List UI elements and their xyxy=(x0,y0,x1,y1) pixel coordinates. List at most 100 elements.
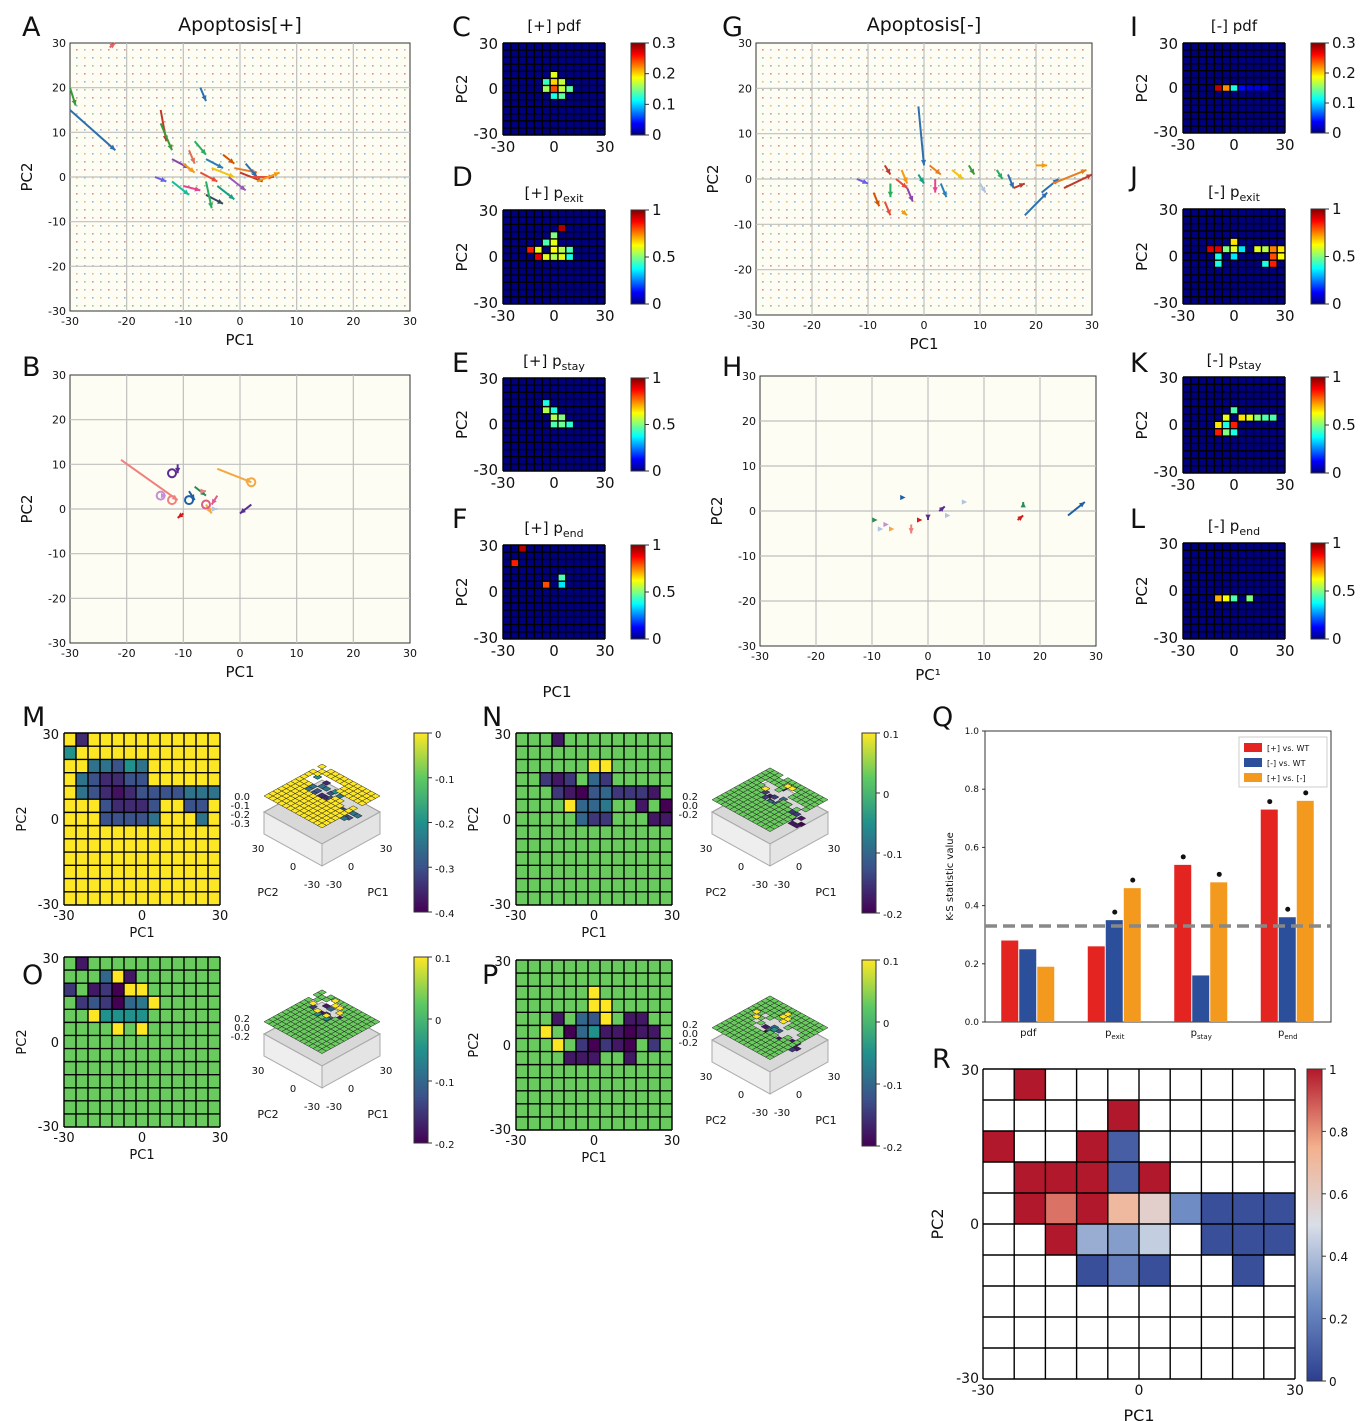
quiver-dot xyxy=(1058,257,1060,259)
significance-dot xyxy=(1303,790,1309,796)
heatmap-cell xyxy=(1222,84,1231,92)
quiver-dot xyxy=(276,57,278,59)
quiver-dot xyxy=(340,289,342,291)
quiver-dot xyxy=(196,49,198,51)
quiver-dot xyxy=(316,225,318,227)
quiver-dot xyxy=(124,185,126,187)
x-tick-label: 20 xyxy=(346,315,360,328)
quiver-dot xyxy=(180,161,182,163)
quiver-dot xyxy=(276,217,278,219)
quiver-dot xyxy=(850,241,852,243)
quiver-dot xyxy=(834,233,836,235)
quiver-dot xyxy=(762,305,764,307)
quiver-dot xyxy=(276,225,278,227)
quiver-dot xyxy=(132,225,134,227)
quiver-dot xyxy=(1082,273,1084,275)
quiver-dot xyxy=(1010,225,1012,227)
colorbar-tick-label: 0 xyxy=(652,462,662,480)
arrow-head xyxy=(980,186,986,193)
quiver-dot xyxy=(292,81,294,83)
x-axis-label-column-cf: PC1 xyxy=(542,683,571,701)
surface-tick: 30 xyxy=(828,844,841,855)
quiver-dot xyxy=(156,49,158,51)
heatmap-cell xyxy=(1277,252,1285,261)
quiver-dot xyxy=(1002,169,1004,171)
quiver-dot xyxy=(156,281,158,283)
quiver-dot xyxy=(324,145,326,147)
quiver-dot xyxy=(874,273,876,275)
quiver-dot xyxy=(1042,161,1044,163)
quiver-dot xyxy=(850,225,852,227)
quiver-dot xyxy=(1082,65,1084,67)
quiver-dot xyxy=(380,185,382,187)
heatmap-cell xyxy=(588,785,600,800)
quiver-dot xyxy=(770,305,772,307)
surface-tick: -30 xyxy=(752,880,768,891)
quiver-dot xyxy=(380,129,382,131)
quiver-dot xyxy=(834,129,836,131)
quiver-dot xyxy=(84,105,86,107)
quiver-dot xyxy=(786,177,788,179)
quiver-dot xyxy=(946,49,948,51)
quiver-dot xyxy=(922,225,924,227)
quiver-dot xyxy=(196,281,198,283)
y-tick-label: 30 xyxy=(42,728,59,743)
surface-tick: -30 xyxy=(774,1108,790,1119)
quiver-dot xyxy=(284,281,286,283)
quiver-dot xyxy=(356,257,358,259)
surface-facet xyxy=(308,1000,319,1007)
quiver-dot xyxy=(132,89,134,91)
quiver-dot xyxy=(364,193,366,195)
quiver-dot xyxy=(898,121,900,123)
quiver-dot xyxy=(132,129,134,131)
quiver-dot xyxy=(1082,257,1084,259)
significance-dot xyxy=(1267,799,1273,805)
quiver-dot xyxy=(1050,249,1052,251)
quiver-dot xyxy=(364,209,366,211)
quiver-dot xyxy=(770,265,772,267)
quiver-dot xyxy=(794,281,796,283)
quiver-dot xyxy=(802,193,804,195)
quiver-dot xyxy=(874,297,876,299)
surface-facet xyxy=(765,826,775,832)
quiver-dot xyxy=(1082,129,1084,131)
quiver-dot xyxy=(914,249,916,251)
quiver-dot xyxy=(236,217,238,219)
x-tick-label: 20 xyxy=(1029,319,1043,332)
quiver-dot xyxy=(794,177,796,179)
heatmap-cell xyxy=(588,1025,600,1039)
quiver-dot xyxy=(834,177,836,179)
quiver-dot xyxy=(930,273,932,275)
quiver-dot xyxy=(100,89,102,91)
quiver-dot xyxy=(156,105,158,107)
quiver-dot xyxy=(76,105,78,107)
quiver-dot xyxy=(850,281,852,283)
panel-title: Apoptosis[+] xyxy=(178,14,302,36)
quiver-dot xyxy=(348,217,350,219)
quiver-dot xyxy=(324,273,326,275)
quiver-dot xyxy=(388,169,390,171)
quiver-dot xyxy=(124,89,126,91)
quiver-dot xyxy=(172,273,174,275)
quiver-dot xyxy=(100,193,102,195)
quiver-dot xyxy=(1042,113,1044,115)
quiver-dot xyxy=(404,273,406,275)
trajectory-start-marker xyxy=(246,477,257,488)
quiver-dot xyxy=(380,97,382,99)
quiver-dot xyxy=(922,97,924,99)
quiver-dot xyxy=(994,233,996,235)
heatmap-cell xyxy=(624,1012,636,1026)
colorbar-tick-label: 1 xyxy=(1332,368,1342,386)
quiver-dot xyxy=(140,225,142,227)
quiver-dot xyxy=(172,297,174,299)
quiver-dot xyxy=(132,153,134,155)
quiver-dot xyxy=(1026,97,1028,99)
quiver-dot xyxy=(92,105,94,107)
quiver-dot xyxy=(1018,177,1020,179)
quiver-dot xyxy=(914,105,916,107)
surface-tick: 30 xyxy=(700,844,713,855)
quiver-dot xyxy=(404,249,406,251)
quiver-dot xyxy=(1002,97,1004,99)
quiver-dot xyxy=(914,265,916,267)
quiver-dot xyxy=(1074,185,1076,187)
